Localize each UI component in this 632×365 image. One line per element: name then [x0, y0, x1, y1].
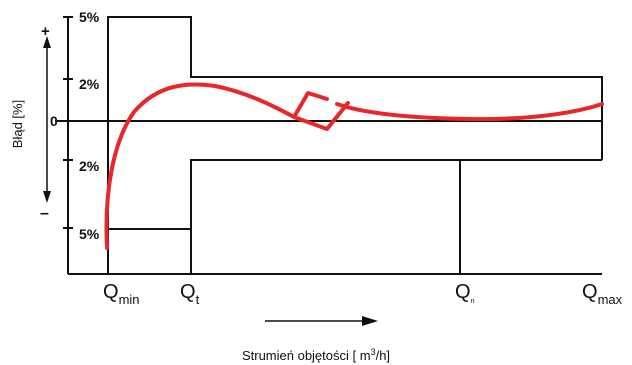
- tick-label-minus5: 5%: [79, 226, 100, 242]
- plus-sign: +: [41, 23, 50, 40]
- tick-label-zero: 0: [50, 113, 58, 129]
- arrow-down-head: [43, 191, 51, 203]
- label-qmin: Qmin: [103, 281, 140, 307]
- label-qt: Qt: [180, 281, 200, 307]
- x-axis-title: Strumień objętości [ m3/h]: [242, 347, 390, 363]
- lower-error-limit: [108, 160, 602, 229]
- tick-label-plus2: 2%: [79, 76, 100, 92]
- tick-label-minus2: 2%: [79, 158, 100, 174]
- y-axis-title: Błąd [%]: [10, 100, 25, 148]
- tick-label-plus5: 5%: [79, 9, 100, 25]
- upper-error-limit: [108, 17, 602, 274]
- error-curve: [106, 84, 602, 248]
- label-qn: Qn: [455, 281, 475, 305]
- flow-arrow-head: [362, 316, 378, 326]
- minus-sign: –: [40, 205, 49, 222]
- label-qmax: Qmax: [582, 281, 623, 307]
